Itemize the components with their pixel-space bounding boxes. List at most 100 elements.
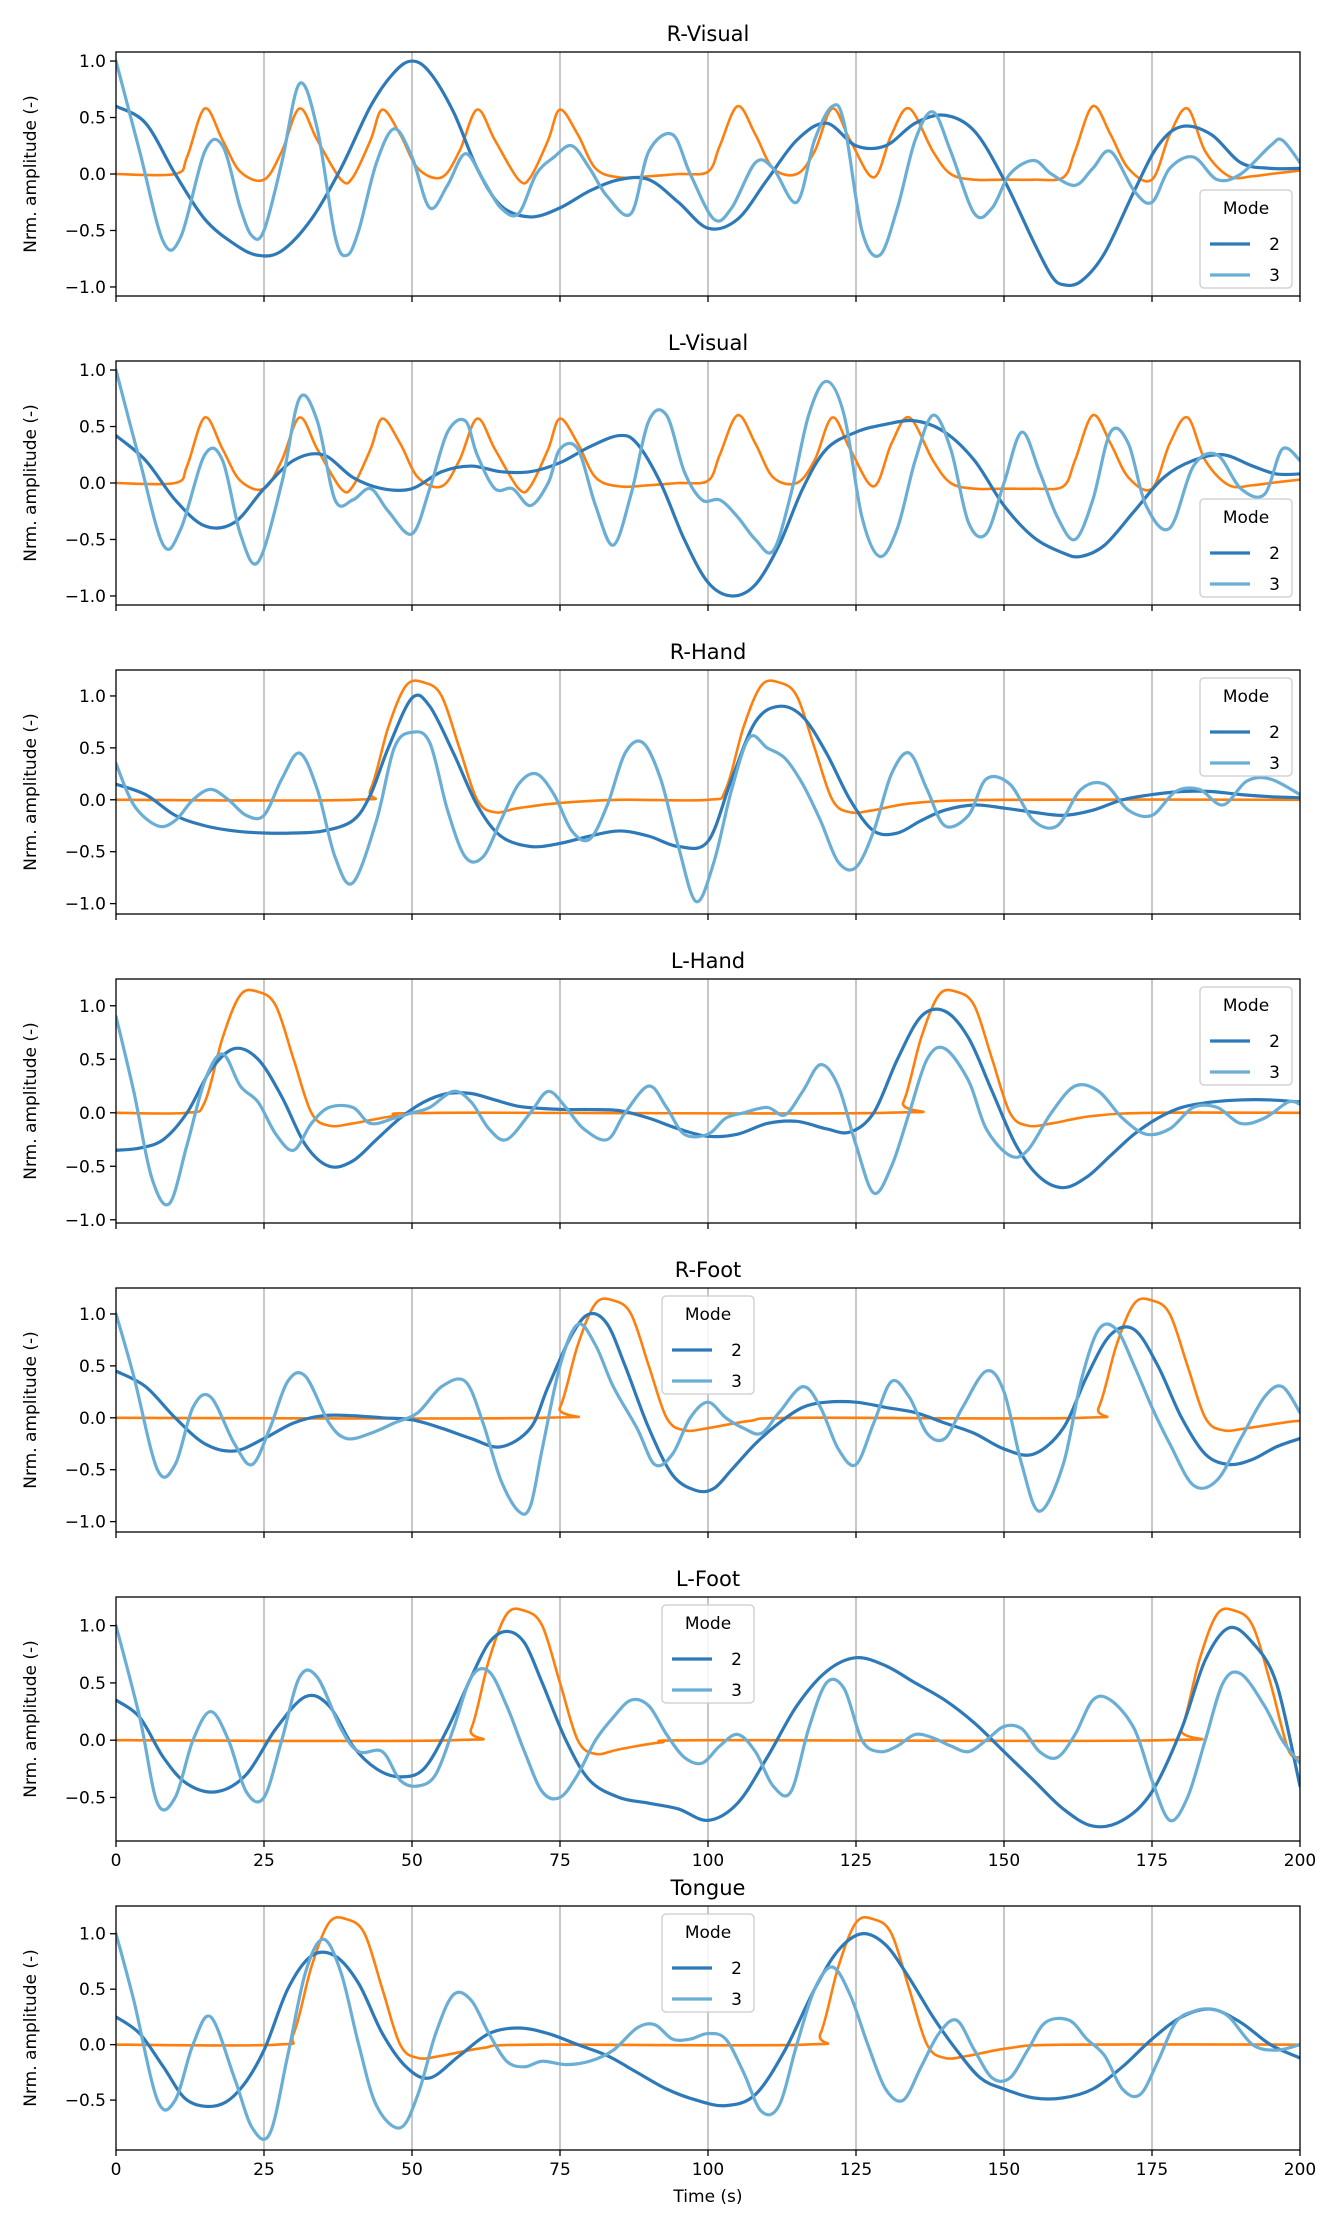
legend-title: Mode bbox=[685, 1923, 731, 1943]
x-tick-label: 175 bbox=[1136, 2160, 1168, 2180]
y-axis-label: Nrm. amplitude (-) bbox=[21, 1949, 41, 2106]
legend-label-mode-2: 2 bbox=[731, 1650, 742, 1670]
legend-label-mode-2: 2 bbox=[731, 1341, 742, 1361]
y-tick-label: −0.5 bbox=[65, 1788, 106, 1808]
y-tick-label: 0.5 bbox=[79, 1980, 106, 2000]
y-tick-label: −0.5 bbox=[65, 1461, 106, 1481]
y-tick-label: −0.5 bbox=[65, 2091, 106, 2111]
legend-label-mode-2: 2 bbox=[1269, 1032, 1280, 1052]
legend-label-mode-3: 3 bbox=[1269, 1063, 1280, 1083]
panel-1: R-Visual −1.0 −0.5 0.0 0.5 1.0 Nrm. amplitude … bbox=[21, 22, 1301, 302]
y-tick-label: 0.0 bbox=[79, 165, 106, 185]
series-line-mode-3 bbox=[116, 1014, 1300, 1207]
y-tick-label: 1.0 bbox=[79, 52, 106, 72]
legend-title: Mode bbox=[1223, 508, 1269, 528]
legend-label-mode-2: 2 bbox=[1269, 235, 1280, 255]
panel-title: Tongue bbox=[670, 1876, 746, 1900]
series-line-mode-3 bbox=[116, 1312, 1300, 1516]
legend-label-mode-2: 2 bbox=[1269, 544, 1280, 564]
legend-label-mode-3: 3 bbox=[731, 1681, 742, 1701]
y-tick-label: 0.0 bbox=[79, 791, 106, 811]
x-tick-label: 100 bbox=[692, 1851, 724, 1871]
legend-label-mode-3: 3 bbox=[731, 1372, 742, 1392]
y-tick-label: 0.0 bbox=[79, 1104, 106, 1124]
legend-label-mode-2: 2 bbox=[1269, 723, 1280, 743]
y-tick-label: 0.5 bbox=[79, 109, 106, 129]
legend-title: Mode bbox=[685, 1305, 731, 1325]
x-tick-label: 100 bbox=[692, 2160, 724, 2180]
y-tick-label: 1.0 bbox=[79, 361, 106, 381]
y-tick-label: 1.0 bbox=[79, 997, 106, 1017]
y-tick-label: 0.5 bbox=[79, 1674, 106, 1694]
panel-title: L-Foot bbox=[676, 1567, 740, 1591]
legend-title: Mode bbox=[1223, 996, 1269, 1016]
series-line-mode-3 bbox=[116, 1624, 1300, 1823]
legend-label-mode-2: 2 bbox=[731, 1959, 742, 1979]
x-tick-label: 200 bbox=[1284, 1851, 1316, 1871]
panel-title: R-Visual bbox=[667, 22, 750, 46]
series-line-mode-2 bbox=[116, 693, 1300, 851]
series-line-mode-3 bbox=[116, 368, 1300, 566]
y-tick-label: 0.5 bbox=[79, 1050, 106, 1070]
panel-5: R-Foot −1.0 −0.5 0.0 0.5 1.0 Nrm. amplitude (-… bbox=[21, 1258, 1301, 1538]
y-tick-label: −1.0 bbox=[65, 587, 106, 607]
x-axis-label: Time (s) bbox=[672, 2187, 742, 2207]
y-tick-label: 0.0 bbox=[79, 1731, 106, 1751]
x-tick-label: 175 bbox=[1136, 1851, 1168, 1871]
y-tick-label: 1.0 bbox=[79, 1925, 106, 1945]
series-line-task bbox=[116, 988, 1300, 1128]
legend-title: Mode bbox=[685, 1614, 731, 1634]
legend-box bbox=[1199, 677, 1293, 777]
y-tick-label: −0.5 bbox=[65, 221, 106, 241]
y-tick-label: 0.5 bbox=[79, 739, 106, 759]
y-tick-label: −0.5 bbox=[65, 843, 106, 863]
y-axis-label: Nrm. amplitude (-) bbox=[21, 404, 41, 561]
legend-box bbox=[1199, 986, 1293, 1086]
series-line-task bbox=[116, 104, 1300, 185]
y-tick-label: 0.5 bbox=[79, 1357, 106, 1377]
panel-4: L-Hand −1.0 −0.5 0.0 0.5 1.0 Nrm. amplitude (-… bbox=[21, 949, 1301, 1231]
y-tick-label: 0.0 bbox=[79, 2036, 106, 2056]
series-line-mode-2 bbox=[116, 1932, 1300, 2109]
series-line-mode-2 bbox=[116, 1625, 1300, 1829]
y-axis-label: Nrm. amplitude (-) bbox=[21, 1022, 41, 1179]
x-tick-label: 25 bbox=[253, 2160, 275, 2180]
panel-3: R-Hand −1.0 −0.5 0.0 0.5 1.0 Nrm. amplitude (-… bbox=[21, 640, 1301, 920]
x-tick-label: 75 bbox=[549, 1851, 571, 1871]
legend-box bbox=[661, 1604, 755, 1704]
x-tick-label: 50 bbox=[401, 1851, 423, 1871]
legend-label-mode-3: 3 bbox=[1269, 266, 1280, 286]
y-axis-label: Nrm. amplitude (-) bbox=[21, 713, 41, 870]
legend-box bbox=[661, 1913, 755, 2013]
panel-7: Tongue −0.5 0.0 0.5 1.0 0 25 50 75 100 125 150 175 20… bbox=[21, 1876, 1316, 2180]
series-line-mode-3 bbox=[116, 1932, 1300, 2141]
panel-2: L-Visual −1.0 −0.5 0.0 0.5 1.0 Nrm. amplitude … bbox=[21, 331, 1301, 611]
panel-title: L-Hand bbox=[671, 949, 745, 973]
series-line-mode-3 bbox=[116, 730, 1300, 904]
x-tick-label: 0 bbox=[111, 2160, 122, 2180]
series-line-mode-2 bbox=[116, 59, 1300, 288]
y-tick-label: 1.0 bbox=[79, 1617, 106, 1637]
panel-6: L-Foot −0.5 0.0 0.5 1.0 0 25 50 75 100 125 150 175 20… bbox=[21, 1567, 1316, 1871]
y-tick-label: −1.0 bbox=[65, 1211, 106, 1231]
legend-box bbox=[1199, 189, 1293, 289]
x-tick-label: 0 bbox=[111, 1851, 122, 1871]
legend-box bbox=[1199, 498, 1293, 598]
y-tick-label: −1.0 bbox=[65, 895, 106, 915]
x-tick-label: 125 bbox=[840, 1851, 872, 1871]
x-tick-label: 150 bbox=[988, 1851, 1020, 1871]
legend-title: Mode bbox=[1223, 687, 1269, 707]
panel-title: R-Foot bbox=[675, 1258, 742, 1282]
y-axis-label: Nrm. amplitude (-) bbox=[21, 1640, 41, 1797]
legend-title: Mode bbox=[1223, 199, 1269, 219]
y-axis-label: Nrm. amplitude (-) bbox=[21, 95, 41, 252]
legend-box bbox=[661, 1295, 755, 1395]
series-line-task bbox=[116, 1297, 1300, 1433]
series-line-mode-3 bbox=[116, 59, 1300, 258]
